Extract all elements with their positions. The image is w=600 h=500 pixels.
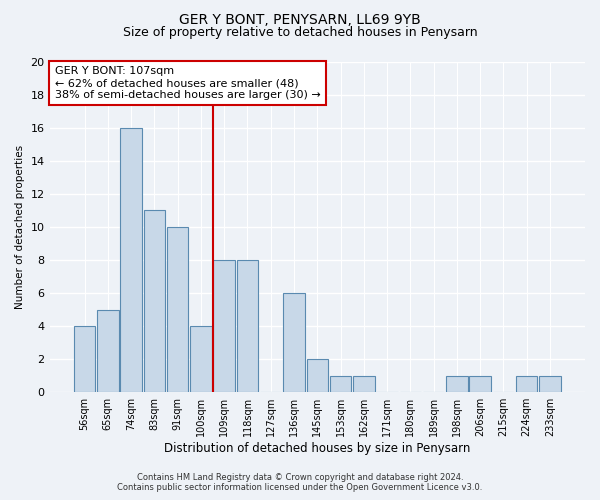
Bar [539, 376, 560, 392]
Text: GER Y BONT: 107sqm
← 62% of detached houses are smaller (48)
38% of semi-detache: GER Y BONT: 107sqm ← 62% of detached hou… [55, 66, 320, 100]
Bar [143, 210, 165, 392]
Text: Size of property relative to detached houses in Penysarn: Size of property relative to detached ho… [122, 26, 478, 39]
Y-axis label: Number of detached properties: Number of detached properties [15, 145, 25, 309]
Text: GER Y BONT, PENYSARN, LL69 9YB: GER Y BONT, PENYSARN, LL69 9YB [179, 12, 421, 26]
Bar [353, 376, 374, 392]
Bar [74, 326, 95, 392]
Bar [214, 260, 235, 392]
Bar [190, 326, 212, 392]
Bar [167, 227, 188, 392]
Bar [283, 293, 305, 392]
Bar [469, 376, 491, 392]
Bar [330, 376, 351, 392]
X-axis label: Distribution of detached houses by size in Penysarn: Distribution of detached houses by size … [164, 442, 470, 455]
Bar [237, 260, 258, 392]
Bar [446, 376, 467, 392]
Bar [307, 359, 328, 392]
Bar [516, 376, 538, 392]
Text: Contains HM Land Registry data © Crown copyright and database right 2024.
Contai: Contains HM Land Registry data © Crown c… [118, 473, 482, 492]
Bar [121, 128, 142, 392]
Bar [97, 310, 119, 392]
